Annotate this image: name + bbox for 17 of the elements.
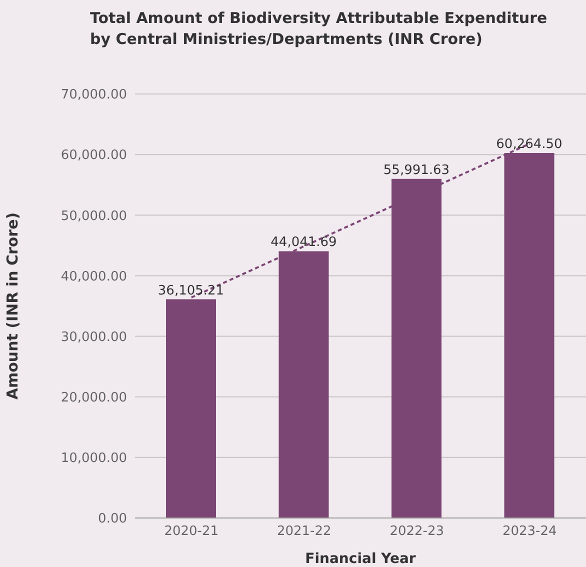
y-tick-label: 30,000.00 (60, 330, 127, 345)
chart-title: Total Amount of Biodiversity Attributable Expenditure by Central Ministries/Departments (INR Crore) (90, 8, 548, 50)
y-tick-label: 70,000.00 (60, 88, 127, 103)
x-tick-label: 2022-23 (390, 524, 444, 540)
x-tick-label: 2023-24 (502, 524, 557, 540)
y-tick-label: 10,000.00 (60, 451, 127, 466)
data-label: 60,264.50 (496, 136, 562, 152)
data-label: 55,991.63 (383, 162, 450, 178)
x-tick-label: 2021-22 (276, 524, 332, 540)
x-tick-label: 2020-21 (164, 524, 219, 540)
x-axis-title: Financial Year (305, 551, 416, 567)
y-tick-label: 60,000.00 (60, 148, 127, 164)
y-tick-label: 0.00 (98, 512, 127, 527)
y-tick-label: 40,000.00 (60, 269, 127, 284)
y-tick-label: 20,000.00 (60, 390, 127, 406)
y-tick-label: 50,000.00 (60, 208, 127, 224)
y-axis-title: Amount (INR in Crore) (3, 212, 22, 400)
